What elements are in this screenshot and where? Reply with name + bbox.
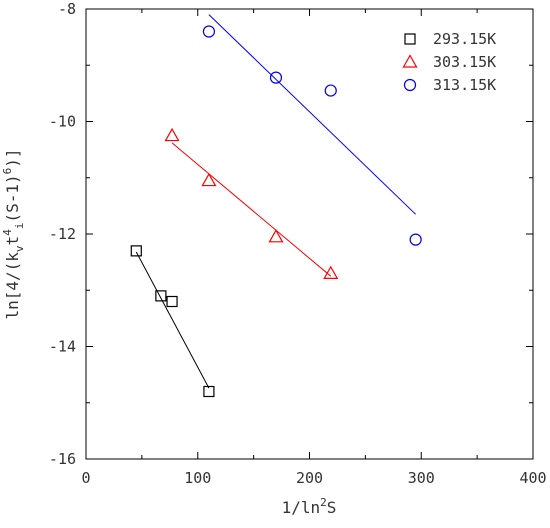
legend-label: 293.15K [433, 30, 496, 48]
data-point-square [166, 295, 178, 308]
fit-line-circle [208, 14, 417, 215]
x-tick-label: 400 [519, 469, 546, 487]
data-point-triangle [323, 265, 339, 279]
data-point-triangle [268, 229, 284, 243]
x-tick-label: 300 [408, 469, 435, 487]
data-markers [130, 25, 422, 398]
data-point-square [130, 245, 142, 257]
y-tick-label: -12 [49, 225, 76, 243]
x-axis-title: 1/ln2S [282, 496, 337, 517]
legend-marker-square [404, 33, 416, 45]
y-tick-label: -10 [49, 113, 76, 131]
fit-lines [135, 14, 417, 389]
y-tick-label: -14 [49, 338, 76, 356]
fit-line-triangle [171, 142, 332, 277]
legend-marker-triangle [402, 54, 418, 68]
legend-label: 303.15K [433, 53, 496, 71]
data-point-circle [202, 25, 216, 38]
y-tick-label: -16 [49, 450, 76, 468]
y-tick-label: -8 [58, 0, 76, 18]
legend-label: 313.15K [433, 76, 496, 94]
data-point-triangle [201, 172, 217, 187]
legend: 293.15K 303.15K 313.15K [402, 30, 496, 94]
legend-marker-circle [403, 78, 417, 92]
data-point-circle [324, 84, 337, 97]
data-point-circle [269, 71, 283, 84]
fit-line-square [135, 251, 210, 389]
x-tick-label: 0 [81, 469, 90, 487]
data-point-square [203, 385, 215, 398]
data-point-circle [409, 233, 422, 246]
x-tick-label: 200 [296, 469, 323, 487]
y-axis-title: ln[4/(kvt4i(S-1)6)] [1, 148, 26, 319]
data-point-triangle [164, 127, 180, 142]
data-point-square [155, 290, 167, 302]
axis-ticks: 0 100 200 300 400 -16 -14 -12 -10 -8 [49, 0, 547, 487]
x-tick-label: 100 [184, 469, 211, 487]
